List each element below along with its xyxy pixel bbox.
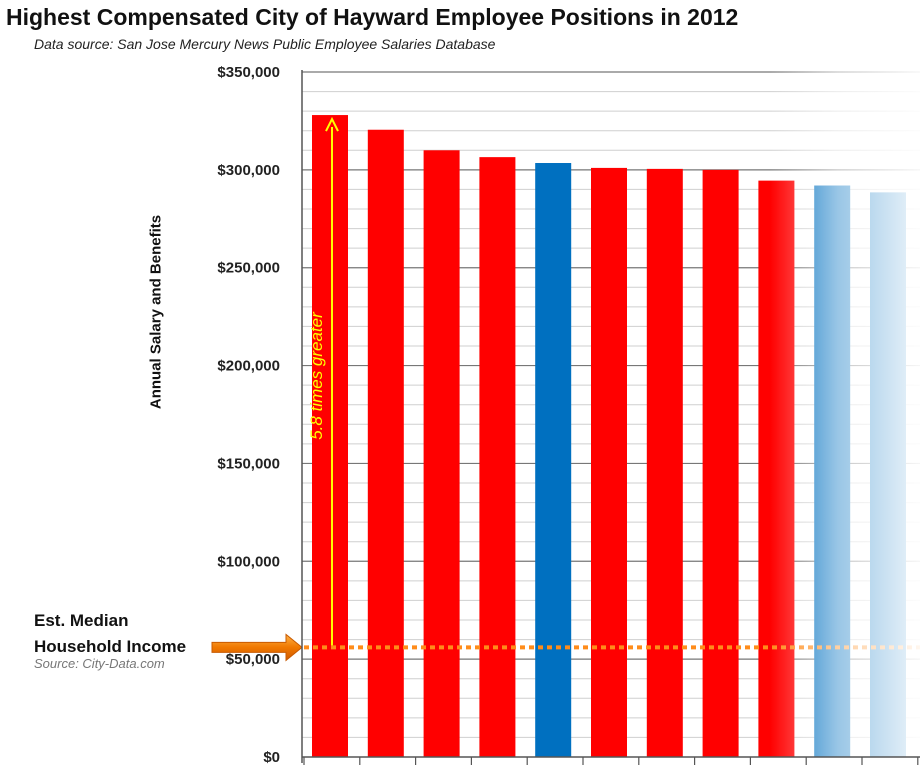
bar [367,129,404,757]
chart-title: Highest Compensated City of Hayward Empl… [6,4,739,30]
median-arrow [211,633,303,662]
bar [646,168,683,758]
bar [423,150,460,758]
y-tick-label: $250,000 [217,260,280,277]
y-axis-ticks: $0 $50,000 $100,000 $150,000 $200,000 $250,00… [217,64,280,766]
median-income-source: Source: City-Data.com [34,656,165,671]
bar [702,169,739,757]
y-tick-label: $200,000 [217,358,280,375]
y-tick-label: $300,000 [217,162,280,179]
annotation-arrow-head [325,116,339,132]
y-tick-label: $100,000 [217,553,280,570]
bar [591,167,627,757]
annotation: 5.8 times greater [307,116,339,646]
annotation-text: 5.8 times greater [307,311,326,440]
y-tick-label: $150,000 [217,455,280,472]
chart-subtitle: Data source: San Jose Mercury News Publi… [34,36,496,52]
bar [312,115,348,758]
y-tick-label: $0 [263,749,280,766]
y-tick-label: $50,000 [226,651,280,668]
fade-overlay [770,60,920,784]
axes [301,70,920,765]
bar [479,157,516,757]
bar [535,163,572,757]
y-tick-label: $350,000 [217,64,280,81]
median-income-label: Est. Median Household Income [34,611,187,656]
